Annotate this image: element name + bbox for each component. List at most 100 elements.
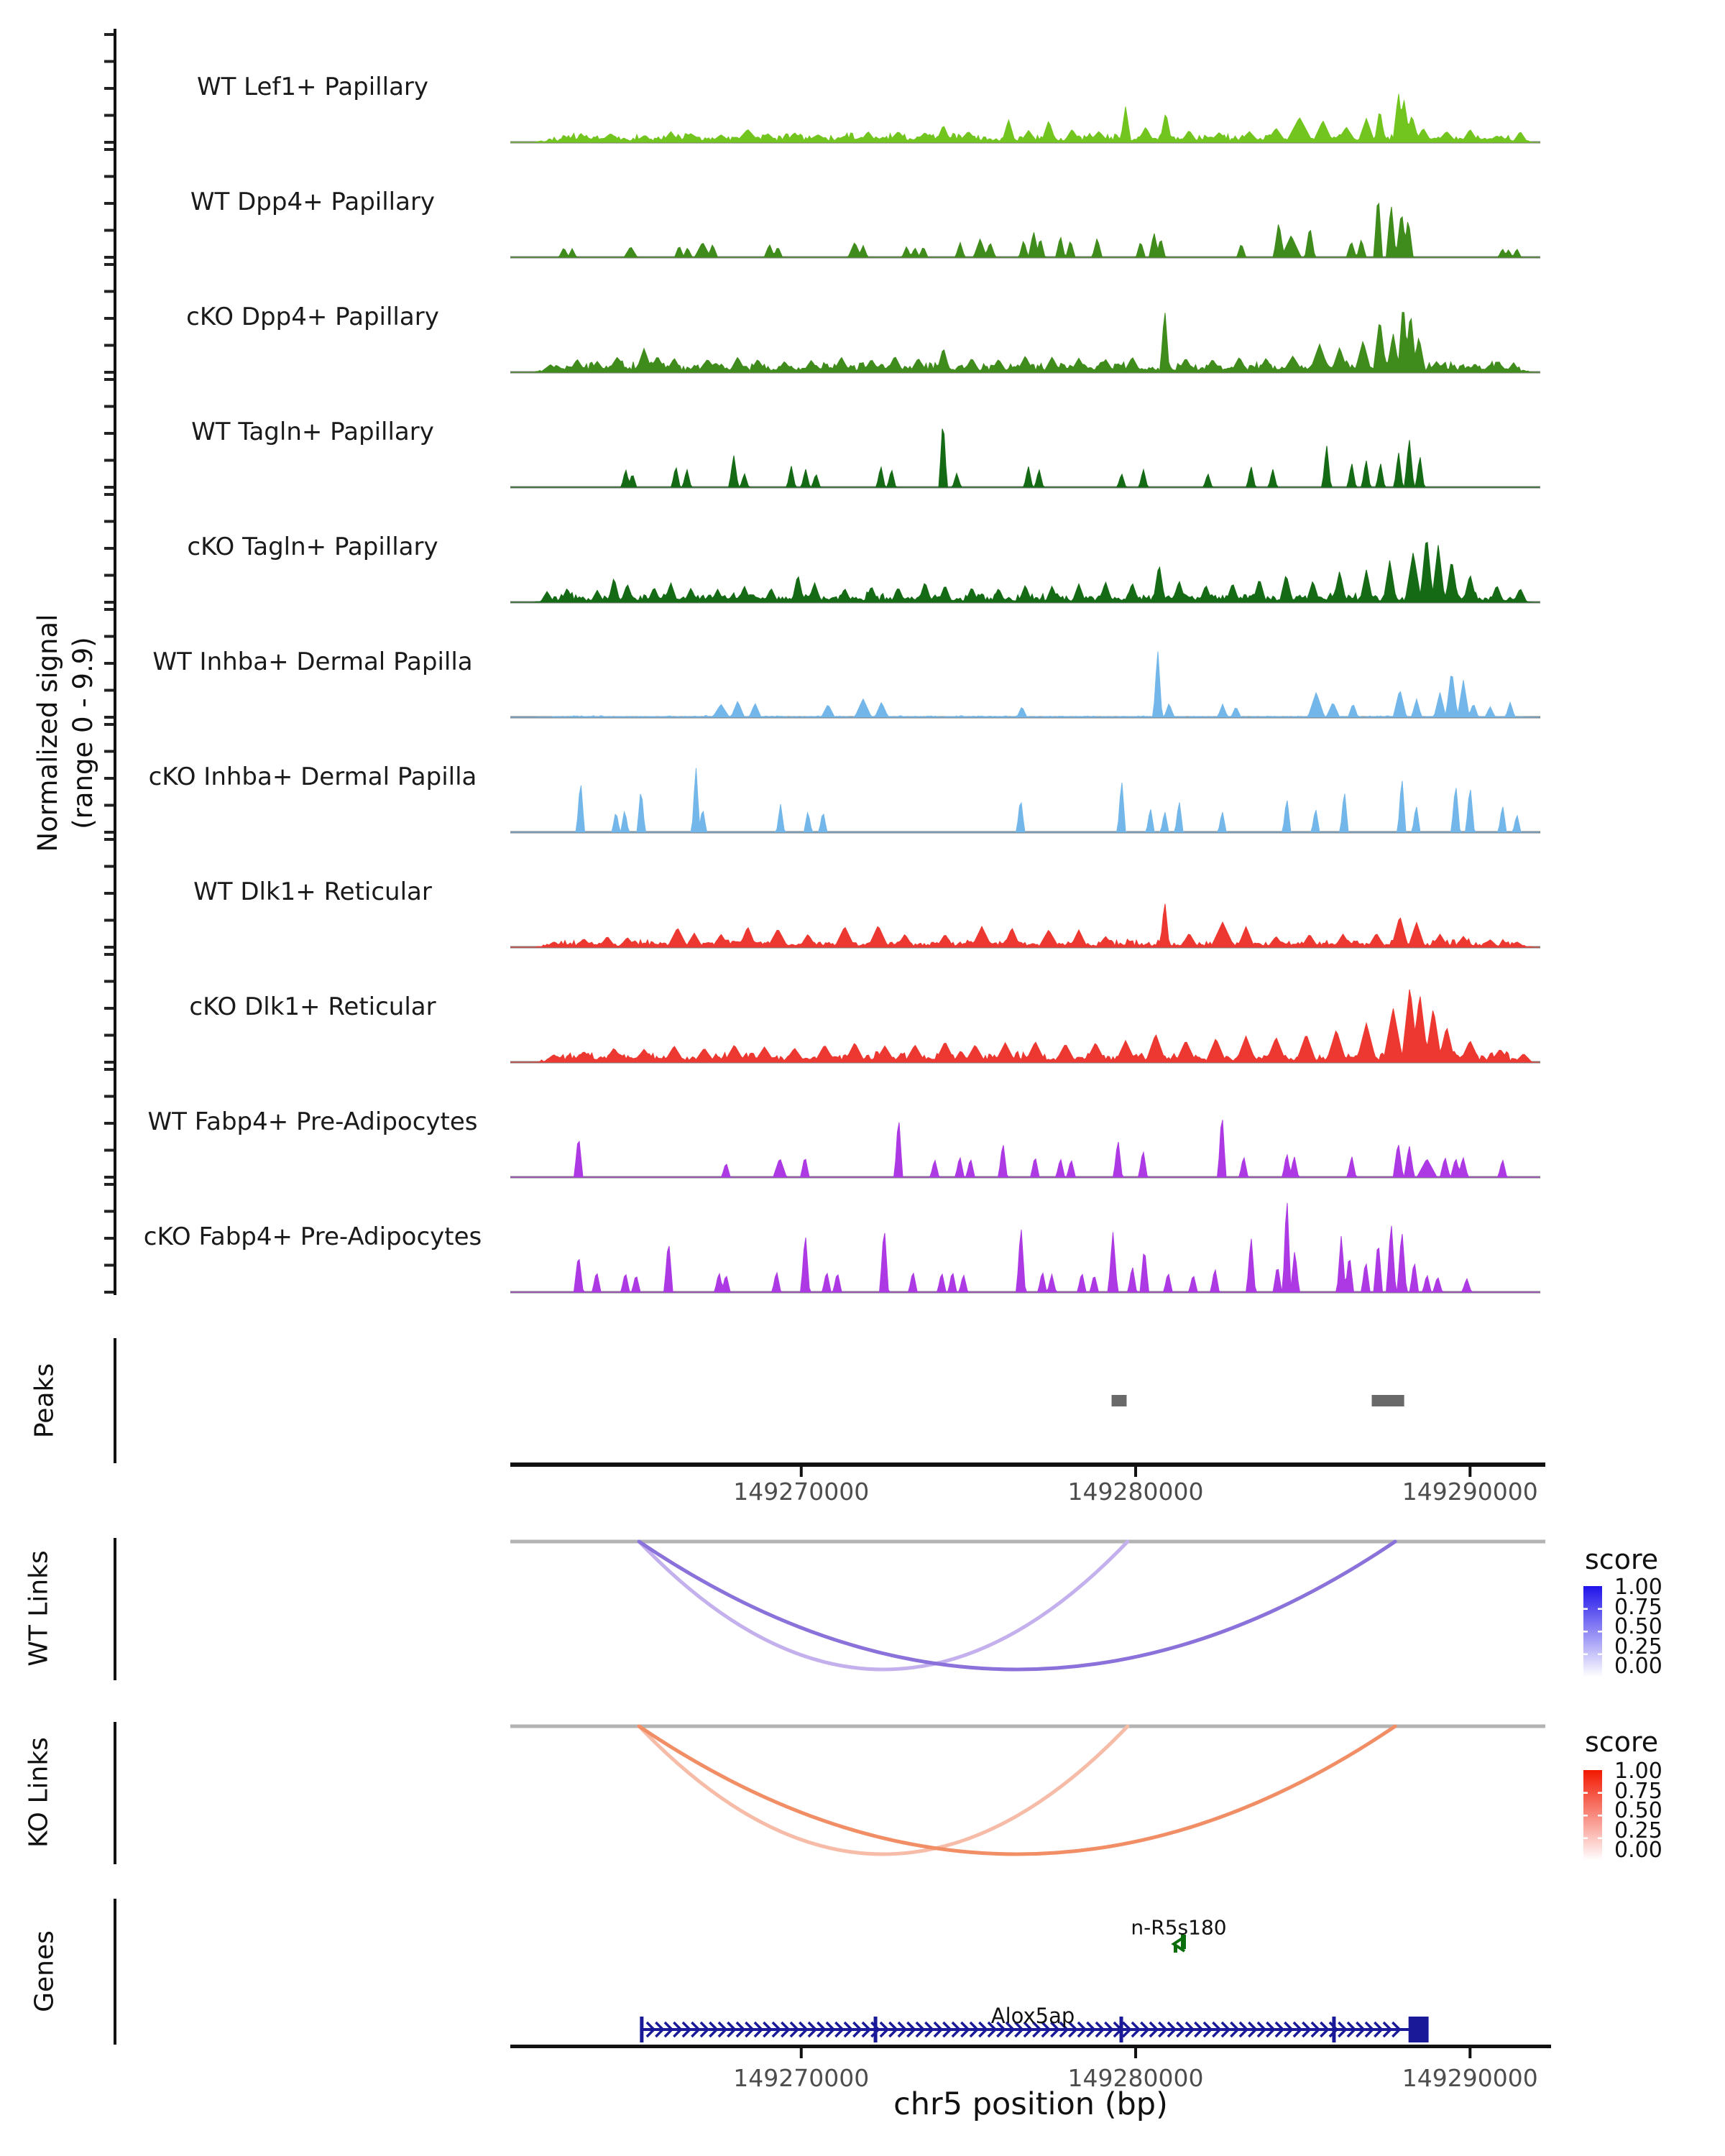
legend-gradient-tick bbox=[1598, 1837, 1602, 1839]
y-axis-label-line1: Normalized signal bbox=[32, 614, 64, 852]
link-arc-2 bbox=[637, 1724, 1397, 1856]
gene-Alox5ap-strand-arrow bbox=[951, 2021, 962, 2038]
y-axis-tick bbox=[104, 1176, 114, 1179]
gene-Alox5ap-strand-arrow bbox=[1041, 2021, 1052, 2038]
track-label-1: WT Lef1+ Papillary bbox=[196, 73, 429, 101]
section-label-wt-links: WT Links bbox=[24, 1550, 54, 1667]
y-axis-line bbox=[114, 29, 116, 1295]
y-axis-tick bbox=[104, 1095, 114, 1098]
links-baseline bbox=[510, 1539, 1545, 1544]
genomic-axis-tick bbox=[1134, 2048, 1138, 2058]
legend-tick-label: 0.50 bbox=[1614, 1614, 1662, 1639]
y-axis-tick bbox=[104, 573, 114, 577]
gene-Alox5ap-strand-arrow bbox=[1238, 2021, 1249, 2038]
link-arc-2 bbox=[637, 1539, 1397, 1672]
gene-Alox5ap-strand-arrow bbox=[789, 2021, 800, 2038]
y-axis-tick bbox=[104, 1007, 114, 1010]
track-label-10: WT Fabp4+ Pre-Adipocytes bbox=[147, 1107, 478, 1136]
y-axis-tick bbox=[104, 60, 114, 63]
gene-Alox5ap-strand-arrow bbox=[691, 2021, 701, 2038]
y-axis-tick bbox=[104, 1033, 114, 1037]
gene-Alox5ap-strand-arrow bbox=[1220, 2021, 1231, 2038]
gene-Alox5ap-strand-arrow bbox=[816, 2021, 827, 2038]
y-axis-tick bbox=[104, 175, 114, 178]
gene-Alox5ap-strand-arrow bbox=[978, 2021, 988, 2038]
genomic-axis-tick bbox=[1468, 2048, 1472, 2058]
gene-Alox5ap-strand-arrow bbox=[861, 2021, 872, 2038]
legend-gradient-tick bbox=[1598, 1653, 1602, 1655]
gene-Alox5ap-strand-arrow bbox=[987, 2021, 998, 2038]
peak-region-1 bbox=[1111, 1395, 1127, 1406]
y-axis-tick bbox=[104, 865, 114, 868]
y-axis-tick bbox=[104, 344, 114, 347]
y-axis-tick bbox=[104, 716, 114, 719]
axis-tick-label: 149280000 bbox=[1067, 1478, 1204, 1506]
gene-Alox5ap-strand-arrow bbox=[1176, 2021, 1186, 2038]
y-axis-tick bbox=[104, 378, 114, 381]
gene-Alox5ap-strand-arrow bbox=[1338, 2021, 1348, 2038]
gene-Alox5ap-strand-arrow bbox=[645, 2021, 656, 2038]
y-axis-tick bbox=[104, 263, 114, 266]
gene-Alox5ap-strand-arrow bbox=[1274, 2021, 1285, 2038]
gene-Alox5ap-strand-arrow bbox=[888, 2021, 898, 2038]
y-axis-tick bbox=[104, 405, 114, 408]
coverage-signal-4 bbox=[510, 428, 1540, 489]
y-axis-tick bbox=[104, 33, 114, 36]
y-axis-tick bbox=[104, 662, 114, 665]
y-axis-tick bbox=[104, 635, 114, 638]
gene-label-n-R5s180: n-R5s180 bbox=[1131, 1915, 1227, 1940]
gene-Alox5ap-strand-arrow bbox=[996, 2021, 1006, 2038]
gene-Alox5ap-strand-arrow bbox=[807, 2021, 818, 2038]
gene-Alox5ap-strand-arrow bbox=[933, 2021, 944, 2038]
gene-Alox5ap-strand-arrow bbox=[852, 2021, 862, 2038]
ko-links-legend-title: score bbox=[1585, 1726, 1659, 1758]
gene-Alox5ap-strand-arrow bbox=[1310, 2021, 1321, 2038]
coverage-signal-2 bbox=[510, 202, 1540, 258]
y-axis-tick bbox=[104, 608, 114, 611]
gene-Alox5ap-body bbox=[641, 2028, 1412, 2031]
gene-Alox5ap-strand-arrow bbox=[1382, 2021, 1393, 2038]
y-axis-tick bbox=[104, 803, 114, 807]
gene-Alox5ap-strand-arrow bbox=[1266, 2021, 1276, 2038]
links-baseline bbox=[510, 1724, 1545, 1728]
y-axis-tick bbox=[104, 1210, 114, 1213]
gene-Alox5ap-strand-arrow bbox=[1068, 2021, 1078, 2038]
gene-Alox5ap-strand-arrow bbox=[1284, 2021, 1294, 2038]
legend-gradient-tick bbox=[1583, 1631, 1588, 1633]
gene-Alox5ap-strand-arrow bbox=[709, 2021, 719, 2038]
wt-links-bracket bbox=[114, 1538, 116, 1680]
gene-Alox5ap-strand-arrow bbox=[727, 2021, 737, 2038]
gene-Alox5ap-strand-arrow bbox=[843, 2021, 854, 2038]
section-label-genes: Genes bbox=[29, 1930, 60, 2012]
y-axis-tick bbox=[104, 1122, 114, 1125]
coverage-signal-8 bbox=[510, 903, 1540, 948]
legend-tick-label: 1.00 bbox=[1614, 1575, 1662, 1600]
y-axis-tick bbox=[104, 723, 114, 726]
coverage-signal-7 bbox=[510, 768, 1540, 833]
legend-gradient-tick bbox=[1583, 1608, 1588, 1610]
gene-Alox5ap-strand-arrow bbox=[1230, 2021, 1240, 2038]
gene-Alox5ap-strand-arrow bbox=[673, 2021, 683, 2038]
gene-Alox5ap-strand-arrow bbox=[1392, 2021, 1402, 2038]
gene-Alox5ap-strand-arrow bbox=[663, 2021, 674, 2038]
y-axis-tick bbox=[104, 256, 114, 259]
y-axis-tick bbox=[104, 371, 114, 374]
y-axis-tick bbox=[104, 493, 114, 496]
genomic-axis bbox=[510, 2045, 1551, 2048]
section-label-peaks: Peaks bbox=[29, 1363, 60, 1439]
genomic-axis-tick bbox=[1134, 1467, 1138, 1477]
y-axis-tick bbox=[104, 831, 114, 834]
gene-label-Alox5ap: Alox5ap bbox=[990, 2004, 1075, 2028]
legend-gradient-tick bbox=[1583, 1653, 1588, 1655]
legend-tick-label: 0.00 bbox=[1614, 1654, 1662, 1679]
gene-Alox5ap-strand-arrow bbox=[781, 2021, 791, 2038]
gene-Alox5ap-strand-arrow bbox=[1184, 2021, 1195, 2038]
genomic-axis-tick bbox=[799, 2048, 803, 2058]
gene-Alox5ap-strand-arrow bbox=[681, 2021, 692, 2038]
gene-Alox5ap-strand-arrow bbox=[1374, 2021, 1384, 2038]
coverage-signal-6 bbox=[510, 651, 1540, 718]
gene-Alox5ap-strand-arrow bbox=[906, 2021, 916, 2038]
gene-Alox5ap-strand-arrow bbox=[879, 2021, 890, 2038]
